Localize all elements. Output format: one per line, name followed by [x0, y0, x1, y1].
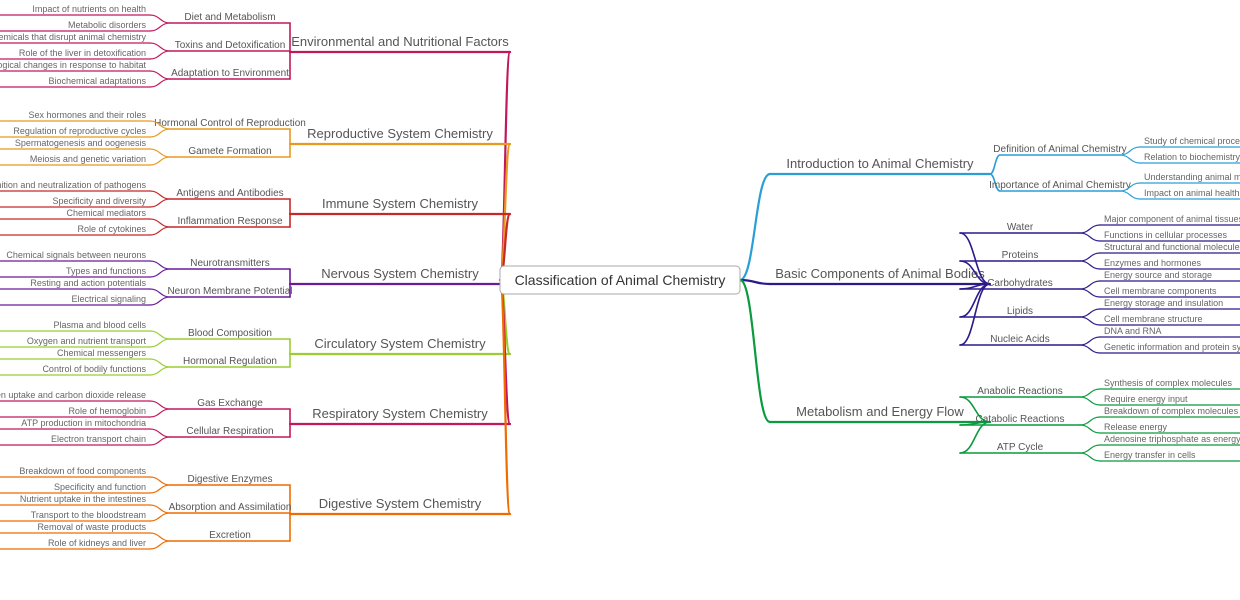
leaf-node: Role of cytokines: [77, 224, 146, 234]
leaf-node: Energy source and storage: [1104, 270, 1212, 280]
mid-node: Adaptation to Environment: [171, 68, 289, 79]
leaf-node: Study of chemical processes in animals: [1144, 136, 1240, 146]
leaf-node: Meiosis and genetic variation: [30, 154, 146, 164]
mid-node: Nucleic Acids: [990, 334, 1049, 345]
mid-node: Cellular Respiration: [186, 426, 273, 437]
leaf-node: Electron transport chain: [51, 434, 146, 444]
leaf-node: Biochemical adaptations: [48, 76, 146, 86]
mid-node: ATP Cycle: [997, 442, 1044, 453]
branch-title: Basic Components of Animal Bodies: [775, 266, 985, 281]
mid-node: Hormonal Regulation: [183, 356, 277, 367]
mid-node: Toxins and Detoxification: [175, 40, 286, 51]
branch-title: Metabolism and Energy Flow: [796, 404, 964, 419]
leaf-node: Impact on animal health and nutrition: [1144, 188, 1240, 198]
mid-node: Gas Exchange: [197, 398, 263, 409]
mid-node: Neuron Membrane Potential: [167, 286, 292, 297]
leaf-node: Impact of nutrients on health: [32, 4, 146, 14]
leaf-node: Oxygen and nutrient transport: [27, 336, 147, 346]
leaf-node: Structural and functional molecules: [1104, 242, 1240, 252]
mid-node: Digestive Enzymes: [187, 474, 272, 485]
mid-node: Antigens and Antibodies: [176, 188, 283, 199]
leaf-node: Nutrient uptake in the intestines: [20, 494, 147, 504]
leaf-node: Functions in cellular processes: [1104, 230, 1228, 240]
branch-title: Introduction to Animal Chemistry: [786, 156, 974, 171]
mid-node: Importance of Animal Chemistry: [989, 180, 1131, 191]
leaf-node: DNA and RNA: [1104, 326, 1162, 336]
leaf-node: Cell membrane components: [1104, 286, 1217, 296]
leaf-node: Require energy input: [1104, 394, 1188, 404]
leaf-node: Chemical mediators: [66, 208, 146, 218]
mid-node: Absorption and Assimilation: [169, 502, 292, 513]
leaf-node: Recognition and neutralization of pathog…: [0, 180, 146, 190]
leaf-node: Synthesis of complex molecules: [1104, 378, 1233, 388]
branch-title: Environmental and Nutritional Factors: [291, 34, 509, 49]
leaf-node: Role of kidneys and liver: [48, 538, 146, 548]
mid-node: Neurotransmitters: [190, 258, 269, 269]
leaf-node: Spermatogenesis and oogenesis: [15, 138, 147, 148]
mid-node: Hormonal Control of Reproduction: [154, 118, 306, 129]
branch-title: Circulatory System Chemistry: [314, 336, 486, 351]
leaf-node: Removal of waste products: [37, 522, 146, 532]
mid-node: Definition of Animal Chemistry: [993, 144, 1126, 155]
mid-node: Anabolic Reactions: [977, 386, 1063, 397]
mid-node: Lipids: [1007, 306, 1033, 317]
leaf-node: Chemicals that disrupt animal chemistry: [0, 32, 146, 42]
branch-title: Nervous System Chemistry: [321, 266, 479, 281]
leaf-node: Specificity and function: [54, 482, 146, 492]
leaf-node: Genetic information and protein synthesi…: [1104, 342, 1240, 352]
mindmap-canvas: Introduction to Animal Chemistry Definiti…: [0, 0, 1240, 600]
branch-title: Digestive System Chemistry: [319, 496, 482, 511]
mid-node: Inflammation Response: [177, 216, 282, 227]
leaf-node: Metabolic disorders: [68, 20, 147, 30]
leaf-node: Types and functions: [66, 266, 147, 276]
leaf-node: Cell membrane structure: [1104, 314, 1203, 324]
leaf-node: Role of the liver in detoxification: [19, 48, 146, 58]
mid-node: Water: [1007, 222, 1034, 233]
leaf-node: Specificity and diversity: [52, 196, 146, 206]
branch-title: Immune System Chemistry: [322, 196, 479, 211]
leaf-node: Control of bodily functions: [42, 364, 146, 374]
leaf-node: Energy transfer in cells: [1104, 450, 1196, 460]
mid-node: Blood Composition: [188, 328, 272, 339]
mid-node: Diet and Metabolism: [184, 12, 275, 23]
leaf-node: Chemical signals between neurons: [6, 250, 146, 260]
leaf-node: Chemical messengers: [57, 348, 147, 358]
leaf-node: Physiological changes in response to hab…: [0, 60, 146, 70]
leaf-node: Major component of animal tissues: [1104, 214, 1240, 224]
leaf-node: Understanding animal metabolism: [1144, 172, 1240, 182]
leaf-node: Oxygen uptake and carbon dioxide release: [0, 390, 146, 400]
leaf-node: Enzymes and hormones: [1104, 258, 1202, 268]
leaf-node: Plasma and blood cells: [53, 320, 146, 330]
mid-node: Catabolic Reactions: [976, 414, 1065, 425]
leaf-node: Resting and action potentials: [30, 278, 146, 288]
leaf-node: Adenosine triphosphate as energy currenc…: [1104, 434, 1240, 444]
leaf-node: ATP production in mitochondria: [21, 418, 146, 428]
mid-node: Carbohydrates: [987, 278, 1053, 289]
leaf-node: Release energy: [1104, 422, 1168, 432]
leaf-node: Relation to biochemistry and physiology: [1144, 152, 1240, 162]
mid-node: Gamete Formation: [188, 146, 271, 157]
center-title: Classification of Animal Chemistry: [515, 272, 726, 288]
mid-node: Excretion: [209, 530, 251, 541]
leaf-node: Transport to the bloodstream: [31, 510, 146, 520]
mid-node: Proteins: [1002, 250, 1039, 261]
leaf-node: Breakdown of food components: [19, 466, 146, 476]
branch-title: Reproductive System Chemistry: [307, 126, 493, 141]
leaf-node: Energy storage and insulation: [1104, 298, 1223, 308]
leaf-node: Electrical signaling: [71, 294, 146, 304]
leaf-node: Regulation of reproductive cycles: [13, 126, 146, 136]
branch-title: Respiratory System Chemistry: [312, 406, 488, 421]
leaf-node: Role of hemoglobin: [68, 406, 146, 416]
leaf-node: Sex hormones and their roles: [28, 110, 146, 120]
leaf-node: Breakdown of complex molecules: [1104, 406, 1239, 416]
